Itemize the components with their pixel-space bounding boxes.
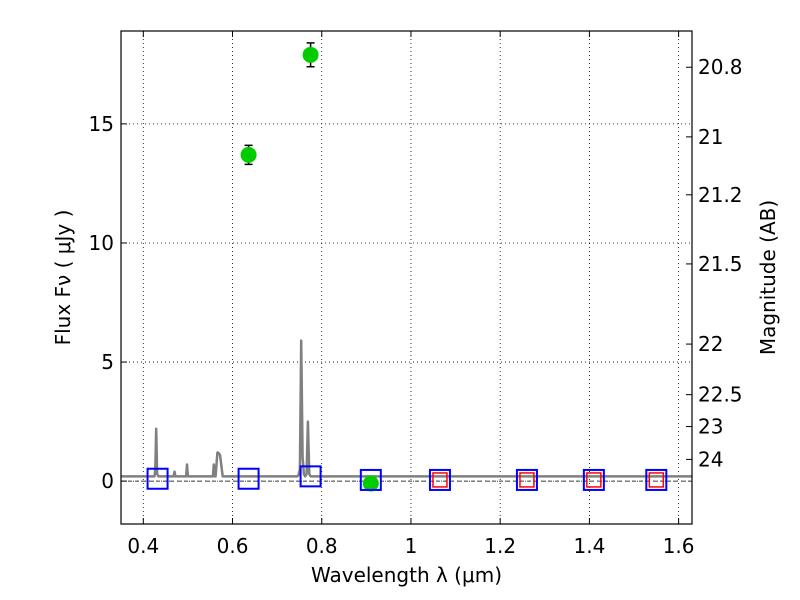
model-optical-point <box>359 468 382 491</box>
model-optical-point <box>237 467 260 490</box>
magnitude-tick-label: 20.8 <box>698 55 743 79</box>
magnitude-tick-label: 21 <box>698 125 723 149</box>
model-optical-point <box>645 468 668 491</box>
axis-ticks: 0.4 0.6 0.8 1 1.2 1.4 1.6 0 5 10 15 20.8 21 21.2 21.5 2… <box>89 31 743 558</box>
plot-frame <box>120 30 693 525</box>
x-tick-label: 0.4 <box>127 534 159 558</box>
model-optical-point <box>299 465 322 488</box>
observed-point <box>302 46 319 63</box>
magnitude-tick-label: 22.5 <box>698 383 743 407</box>
magnitude-tick-label: 24 <box>698 447 723 471</box>
observed-point <box>362 475 379 492</box>
model-nir-point <box>432 472 448 488</box>
magnitude-tick-label: 22 <box>698 332 723 356</box>
x-tick-label: 0.8 <box>306 534 338 558</box>
model-nir-point <box>648 472 665 488</box>
x-tick-label: 1.6 <box>663 534 695 558</box>
model-optical-point <box>428 468 451 491</box>
model-nir-point <box>586 472 602 488</box>
model-optical-point <box>146 467 169 490</box>
y-tick-label: 15 <box>89 112 114 136</box>
model-optical-point <box>515 468 538 491</box>
magnitude-tick-label: 21.5 <box>698 252 743 276</box>
y-tick-label: 10 <box>89 231 114 255</box>
model-optical-point <box>582 468 605 491</box>
x-tick-label: 1.4 <box>573 534 605 558</box>
data-points <box>146 42 668 492</box>
spectrum-line <box>121 339 692 478</box>
model-nir-point <box>519 472 535 488</box>
x-tick-label: 0.6 <box>217 534 249 558</box>
x-tick-label: 1.2 <box>484 534 516 558</box>
x-axis-label: Wavelength λ (μm) <box>311 563 502 587</box>
magnitude-axis-label: Magnitude (AB) <box>756 200 780 355</box>
magnitude-tick-label: 23 <box>698 415 723 439</box>
y-tick-label: 0 <box>101 469 114 493</box>
magnitude-tick-label: 21.2 <box>698 183 743 207</box>
observed-point <box>240 146 257 163</box>
y-axis-label: Flux Fν ( μJy ) <box>51 210 75 346</box>
y-tick-label: 5 <box>101 350 114 374</box>
x-tick-label: 1 <box>405 534 418 558</box>
model-spectrum <box>121 339 692 478</box>
